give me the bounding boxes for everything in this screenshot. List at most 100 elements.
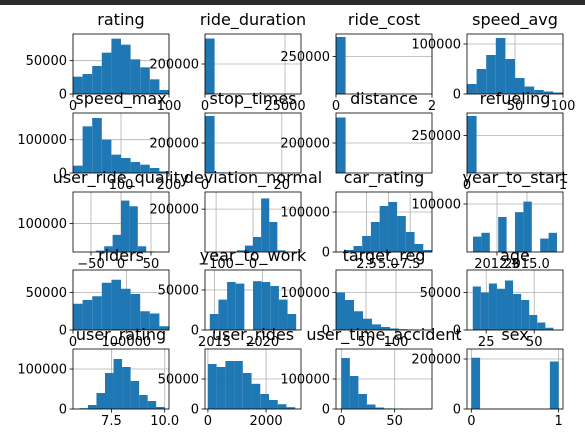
x-tick-label: 0 <box>201 99 209 114</box>
histogram-bar <box>367 405 376 410</box>
y-tick-label: 100000 <box>411 38 461 53</box>
subplot-user-time-accident: 0 50 0 100000 user_time_accident <box>280 325 461 429</box>
histogram-bar <box>467 84 477 94</box>
histogram-bar <box>121 289 131 330</box>
y-tick-label: 50000 <box>158 373 199 388</box>
y-tick-label: 0 <box>453 403 461 418</box>
histogram-bar <box>467 116 477 173</box>
subplot-title: ride_cost <box>348 10 420 30</box>
histogram-bar <box>111 280 121 330</box>
x-tick-label: 100 <box>551 99 576 114</box>
histogram-bar <box>217 367 226 409</box>
subplot-title: speed_avg <box>472 10 558 30</box>
subplot-title: ride_duration <box>200 10 306 30</box>
y-tick-label: 100000 <box>17 133 67 148</box>
histogram-bar <box>243 373 252 409</box>
x-tick-label: 7.5 <box>101 414 122 429</box>
x-tick-label: 2 <box>428 99 436 114</box>
subplot-title: user_rides <box>212 325 294 345</box>
histogram-bar <box>131 381 140 409</box>
histogram-bar <box>269 400 278 409</box>
subplot-title: target_reg <box>343 246 426 266</box>
histogram-bar <box>336 37 346 94</box>
y-tick-label: 100000 <box>280 286 330 301</box>
subplot-title: deviation_normal <box>184 168 322 188</box>
histogram-bar <box>336 118 346 174</box>
histogram-bar <box>148 401 157 409</box>
x-tick-label: 0 <box>204 414 212 429</box>
x-tick-label: 50 <box>386 414 403 429</box>
histogram-bar <box>83 126 93 173</box>
histogram-bar <box>549 233 557 252</box>
histogram-bar <box>139 395 148 409</box>
axes-frame <box>467 113 563 173</box>
y-tick-label: 100000 <box>280 373 330 388</box>
y-tick-label: 100000 <box>280 206 330 221</box>
subplot-title: user_time_accident <box>306 325 461 345</box>
histogram-bar <box>92 118 102 173</box>
y-tick-label: 0 <box>322 246 330 261</box>
subplot-title: year_to_work <box>200 246 307 266</box>
subplot-title: stop_times <box>209 89 296 109</box>
x-tick-label: 25 <box>478 335 495 350</box>
y-tick-label: 250000 <box>280 50 330 65</box>
histogram-bar <box>350 376 359 409</box>
histogram-bar <box>225 361 234 409</box>
histogram-bar <box>121 201 129 252</box>
histogram-bar <box>102 283 112 330</box>
subplot-year-to-start: 2012.52015.0100000year_to_start <box>411 168 567 272</box>
subplot-title: year_to_start <box>462 168 567 188</box>
x-tick-label: 0 <box>332 99 340 114</box>
histogram-bar <box>358 394 367 409</box>
y-tick-label: 0 <box>59 88 67 103</box>
histogram-bar <box>388 202 397 252</box>
y-tick-label: 0 <box>322 403 330 418</box>
y-tick-label: 200000 <box>149 58 199 73</box>
histogram-bar <box>261 198 269 252</box>
histogram-bar <box>102 53 112 94</box>
histogram-bar <box>253 281 262 330</box>
histogram-bar <box>252 384 261 409</box>
subplot-title: sex <box>501 325 528 344</box>
histogram-bar <box>278 404 287 409</box>
histogram-bar <box>208 364 217 409</box>
histogram-bar <box>537 323 545 331</box>
y-tick-label: 0 <box>59 403 67 418</box>
histogram-bar <box>481 233 489 252</box>
histogram-bar <box>471 358 480 409</box>
histogram-bar <box>114 359 123 409</box>
y-tick-label: 50000 <box>158 284 199 299</box>
histogram-bar <box>96 393 105 409</box>
y-tick-label: 100000 <box>17 363 67 378</box>
histogram-bar <box>236 284 245 330</box>
histogram-bar <box>540 239 548 252</box>
subplot-title: riders <box>98 246 144 265</box>
histogram-bar <box>205 39 215 95</box>
histogram-bar <box>496 38 506 94</box>
y-tick-label: 200000 <box>149 203 199 218</box>
y-tick-label: 0 <box>453 88 461 103</box>
histogram-bar <box>227 282 236 330</box>
y-tick-label: 200000 <box>149 137 199 152</box>
histogram-bar <box>205 116 215 173</box>
x-tick-label: 2000 <box>250 414 283 429</box>
histogram-bar <box>88 405 97 409</box>
y-tick-label: 100000 <box>411 198 461 213</box>
y-tick-label: 50000 <box>26 286 67 301</box>
histogram-bar <box>234 361 243 409</box>
y-tick-label: 0 <box>59 324 67 339</box>
histogram-bar <box>489 284 497 331</box>
x-tick-label: 1 <box>554 414 562 429</box>
subplot-title: rating <box>97 10 144 29</box>
histogram-bar <box>260 394 269 409</box>
y-tick-label: 50000 <box>420 286 461 301</box>
histogram-bar <box>105 373 114 409</box>
y-tick-label: 0 <box>191 403 199 418</box>
subplot-title: user_ride_quality <box>53 168 190 188</box>
histogram-bar <box>262 282 271 330</box>
x-tick-label: 0 <box>467 414 475 429</box>
histogram-bar <box>111 39 121 94</box>
x-tick-label: 10.0 <box>150 414 179 429</box>
